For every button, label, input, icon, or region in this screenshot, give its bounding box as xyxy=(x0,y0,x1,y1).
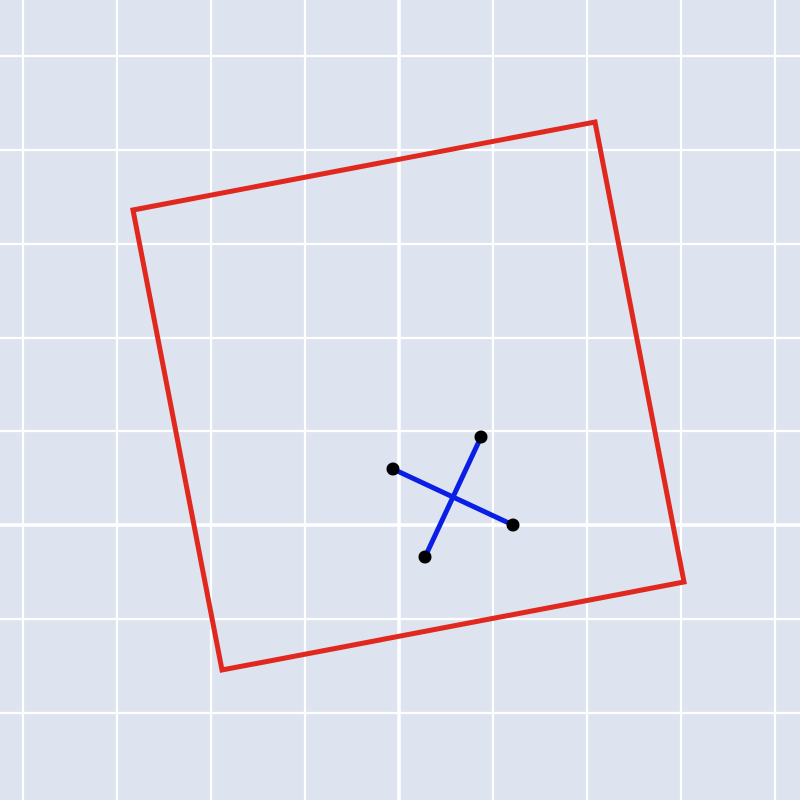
cross-segment-b xyxy=(422,434,484,560)
cross-segments xyxy=(390,434,516,560)
endpoint-dot xyxy=(386,462,400,476)
rotated-square-outline xyxy=(130,119,687,673)
endpoint-dot xyxy=(418,550,432,564)
endpoint-dot xyxy=(506,518,520,532)
endpoint-dots xyxy=(386,430,520,564)
endpoint-dot xyxy=(474,430,488,444)
